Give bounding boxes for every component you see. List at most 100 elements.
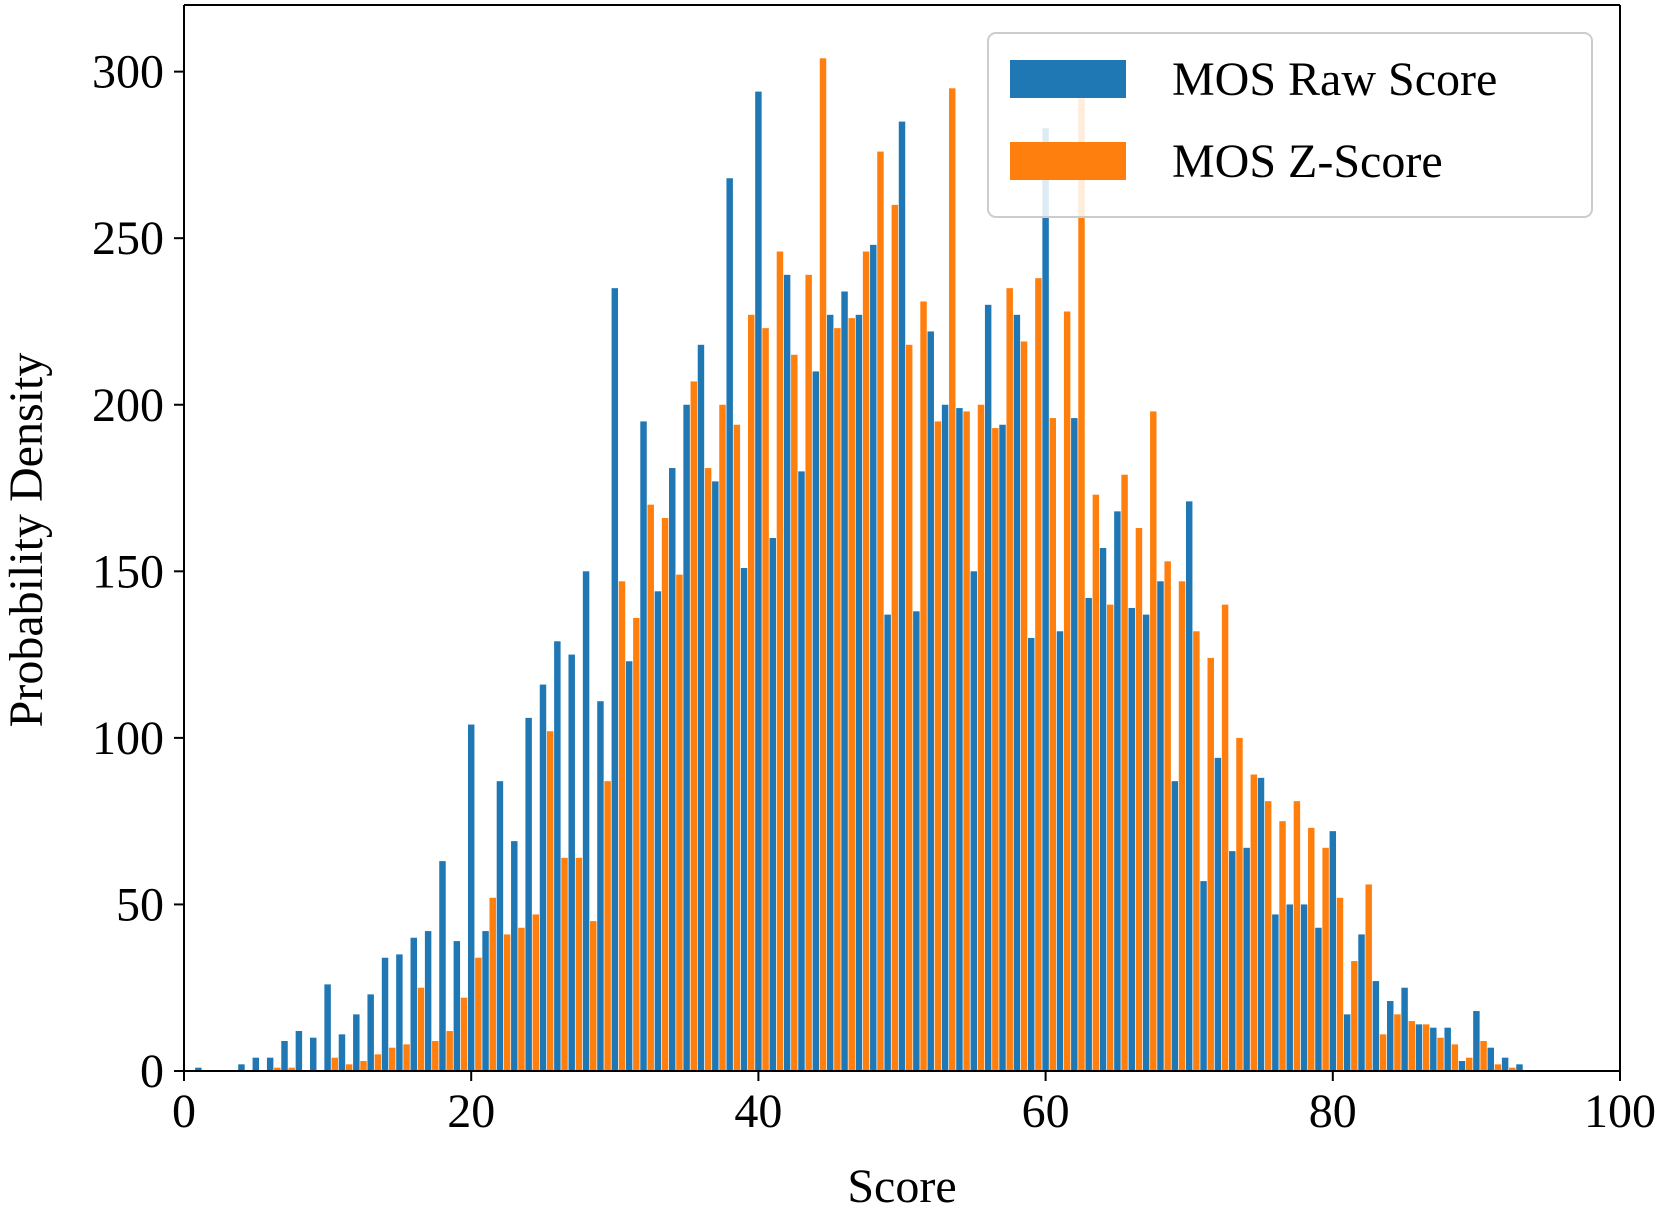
z-score-bar bbox=[905, 344, 913, 1071]
legend-swatch bbox=[1010, 142, 1126, 180]
raw-score-bar bbox=[1501, 1057, 1509, 1071]
legend-swatch bbox=[1010, 60, 1126, 98]
x-axis-label: Score bbox=[847, 1160, 956, 1206]
z-score-bar bbox=[805, 274, 812, 1072]
z-score-bar bbox=[992, 428, 999, 1071]
raw-score-bar bbox=[841, 291, 848, 1071]
raw-score-bar bbox=[1329, 831, 1337, 1071]
raw-score-bar bbox=[482, 931, 489, 1071]
z-score-bar bbox=[848, 318, 855, 1071]
raw-score-bar bbox=[640, 421, 647, 1071]
raw-score-bar bbox=[1516, 1064, 1523, 1071]
raw-score-bar bbox=[855, 314, 863, 1071]
raw-score-bar bbox=[439, 861, 446, 1071]
z-score-bar bbox=[1480, 1041, 1487, 1071]
raw-score-bar bbox=[683, 404, 690, 1071]
z-score-bar bbox=[446, 1031, 453, 1071]
raw-score-bar bbox=[870, 244, 877, 1072]
raw-score-bar bbox=[467, 724, 475, 1071]
z-score-bar bbox=[819, 58, 827, 1072]
z-score-bar bbox=[388, 1047, 396, 1071]
z-score-bar bbox=[1135, 528, 1143, 1071]
raw-score-bar bbox=[1430, 1027, 1437, 1071]
z-score-bar bbox=[374, 1054, 382, 1071]
z-score-bar bbox=[1193, 631, 1200, 1071]
z-score-bar bbox=[1279, 821, 1286, 1071]
z-score-bar bbox=[1236, 737, 1243, 1072]
raw-score-bar bbox=[999, 424, 1006, 1071]
z-score-bar bbox=[1035, 278, 1042, 1071]
z-score-bar bbox=[1164, 561, 1171, 1071]
z-score-bar bbox=[288, 1067, 295, 1071]
raw-score-bar bbox=[1473, 1011, 1480, 1071]
legend: MOS Raw Score MOS Z-Score bbox=[987, 32, 1593, 218]
z-score-bar bbox=[1020, 341, 1028, 1072]
y-tick-label: 300 bbox=[92, 46, 164, 99]
z-score-bar bbox=[1078, 98, 1085, 1071]
z-score-bar bbox=[747, 314, 755, 1071]
raw-score-bar bbox=[941, 404, 949, 1071]
raw-score-bar bbox=[1243, 847, 1250, 1071]
z-score-bar bbox=[604, 781, 611, 1071]
raw-score-bar bbox=[1056, 631, 1064, 1071]
raw-score-bar bbox=[1300, 904, 1308, 1071]
raw-score-bar bbox=[826, 314, 834, 1071]
z-score-bar bbox=[1006, 288, 1013, 1071]
z-score-bar bbox=[1322, 847, 1329, 1071]
raw-score-bar bbox=[1099, 547, 1107, 1071]
raw-score-bar bbox=[1387, 1001, 1394, 1071]
raw-score-bar bbox=[1013, 314, 1021, 1071]
raw-score-bar bbox=[755, 91, 762, 1072]
z-score-bar bbox=[345, 1064, 353, 1071]
z-score-bar bbox=[647, 504, 654, 1071]
z-score-bar bbox=[934, 421, 942, 1071]
z-score-bar bbox=[633, 617, 640, 1071]
z-score-bar bbox=[331, 1057, 339, 1071]
raw-score-bar bbox=[496, 781, 504, 1071]
z-score-bar bbox=[1264, 801, 1272, 1071]
legend-label: MOS Z-Score bbox=[1172, 135, 1443, 188]
raw-score-bar bbox=[1042, 128, 1049, 1071]
raw-score-bar bbox=[1286, 904, 1293, 1071]
z-score-bar bbox=[618, 581, 626, 1071]
z-score-bar bbox=[963, 411, 970, 1071]
z-score-bar bbox=[1509, 1067, 1516, 1071]
z-score-bar bbox=[274, 1067, 281, 1071]
raw-score-bar bbox=[956, 408, 963, 1072]
x-tick-label: 40 bbox=[734, 1085, 782, 1138]
x-tick-label: 80 bbox=[1309, 1085, 1357, 1138]
z-score-bar bbox=[360, 1061, 367, 1071]
raw-score-bar bbox=[539, 684, 547, 1071]
raw-score-bar bbox=[1128, 607, 1135, 1071]
raw-score-bar bbox=[1071, 418, 1078, 1071]
bars-layer bbox=[195, 58, 1523, 1072]
raw-score-bar bbox=[1444, 1027, 1451, 1071]
z-score-bar bbox=[575, 857, 583, 1071]
raw-score-bar bbox=[884, 614, 891, 1071]
raw-score-bar bbox=[1085, 597, 1092, 1071]
raw-score-bar bbox=[984, 304, 992, 1071]
raw-score-bar bbox=[625, 661, 633, 1071]
z-score-bar bbox=[1250, 774, 1258, 1071]
z-score-bar bbox=[1394, 1014, 1401, 1071]
z-score-bar bbox=[1379, 1034, 1387, 1071]
z-score-bar bbox=[1106, 604, 1114, 1072]
z-score-bar bbox=[690, 381, 698, 1071]
z-score-bar bbox=[1121, 474, 1128, 1072]
raw-score-bar bbox=[669, 468, 676, 1071]
z-score-bar bbox=[532, 914, 540, 1071]
z-score-bar bbox=[1465, 1057, 1473, 1071]
raw-score-bar bbox=[1358, 934, 1365, 1071]
raw-score-bar bbox=[396, 954, 403, 1071]
z-score-bar bbox=[1150, 411, 1157, 1071]
raw-score-bar bbox=[1114, 511, 1121, 1072]
raw-score-bar bbox=[1200, 881, 1207, 1071]
raw-score-bar bbox=[295, 1031, 303, 1071]
raw-score-bar bbox=[1142, 614, 1150, 1071]
raw-score-bar bbox=[381, 957, 389, 1071]
z-score-bar bbox=[977, 404, 985, 1071]
raw-score-bar bbox=[324, 984, 331, 1071]
raw-score-bar bbox=[424, 931, 432, 1071]
legend-box bbox=[987, 32, 1593, 218]
